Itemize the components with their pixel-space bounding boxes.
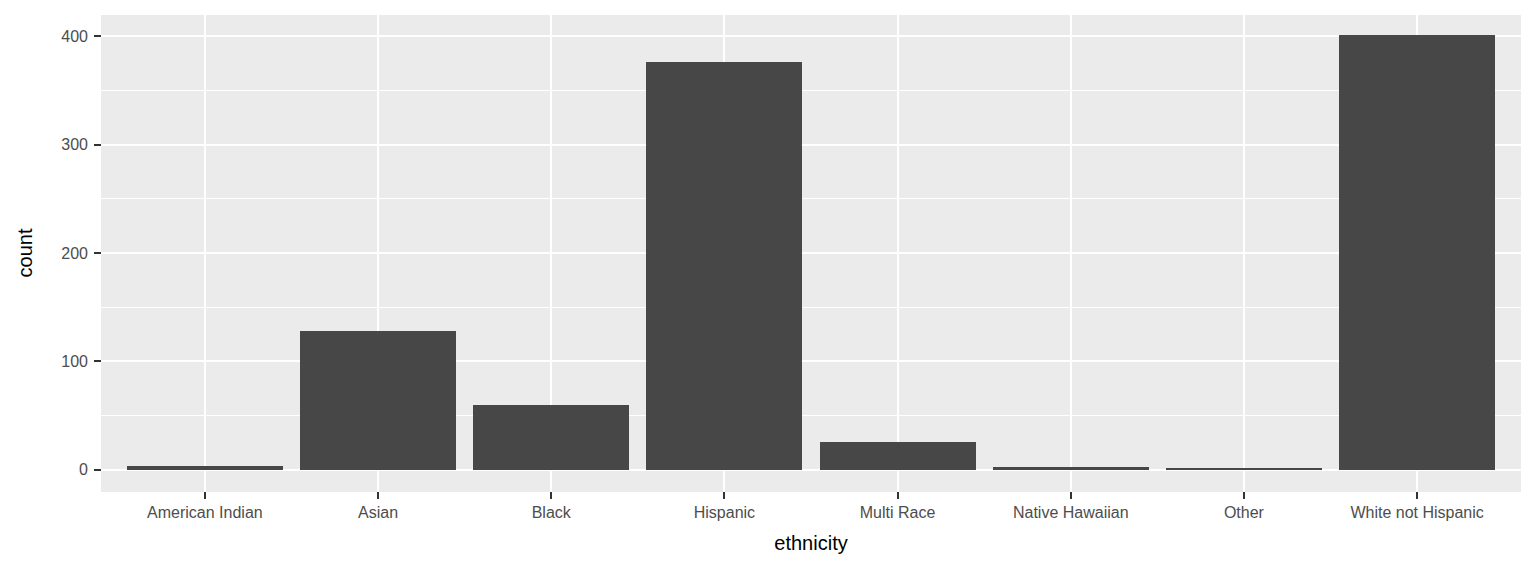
x-axis-title: ethnicity [101,531,1521,555]
bar-native-hawaiian [993,467,1149,470]
x-tick-mark [897,492,899,499]
x-tick-label: Native Hawaiian [971,503,1171,522]
vertical-gridline [897,15,899,492]
y-tick-label: 300 [0,135,88,154]
bar-other [1166,468,1322,470]
minor-gridline [101,90,1521,91]
y-tick-label: 0 [0,460,88,479]
y-tick-mark [94,469,101,471]
x-tick-mark [723,492,725,499]
x-tick-label: American Indian [105,503,305,522]
x-tick-label: White not Hispanic [1317,503,1517,522]
x-tick-mark [1416,492,1418,499]
bar-chart-figure: 0100200300400 American IndianAsianBlackH… [0,0,1536,576]
x-tick-mark [1243,492,1245,499]
x-tick-label: Multi Race [798,503,998,522]
bar-asian [300,331,456,470]
x-tick-mark [1070,492,1072,499]
bar-white-not-hispanic [1339,35,1495,470]
y-tick-mark [94,144,101,146]
y-axis-title: count [13,229,37,278]
x-tick-mark [204,492,206,499]
x-tick-label: Black [451,503,651,522]
bar-hispanic [646,62,802,470]
x-tick-label: Other [1144,503,1344,522]
major-gridline [101,252,1521,254]
y-tick-mark [94,252,101,254]
bar-american-indian [127,466,283,470]
y-tick-label: 400 [0,27,88,46]
y-tick-mark [94,35,101,37]
minor-gridline [101,198,1521,199]
y-tick-mark [94,360,101,362]
vertical-gridline [1243,15,1245,492]
x-tick-label: Hispanic [624,503,824,522]
bar-multi-race [820,442,976,470]
plot-panel [101,15,1521,492]
minor-gridline [101,307,1521,308]
vertical-gridline [1070,15,1072,492]
vertical-gridline [204,15,206,492]
x-tick-mark [377,492,379,499]
major-gridline [101,35,1521,37]
y-tick-label: 100 [0,352,88,371]
x-tick-mark [550,492,552,499]
major-gridline [101,144,1521,146]
bar-black [473,405,629,470]
x-tick-label: Asian [278,503,478,522]
